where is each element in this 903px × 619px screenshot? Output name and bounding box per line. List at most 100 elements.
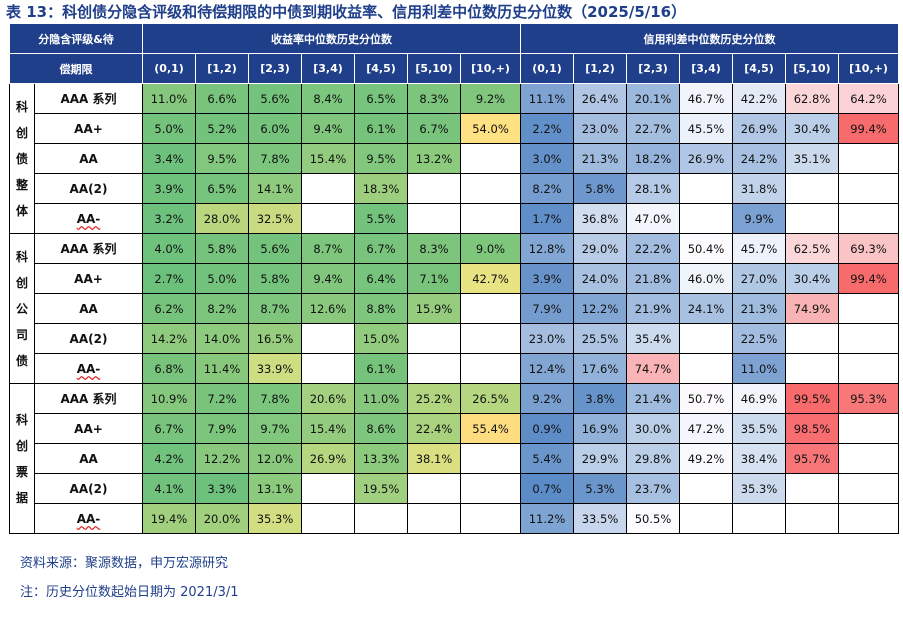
yield-percentile-cell: 8.2% — [195, 293, 249, 324]
spread-percentile-cell: 49.2% — [679, 443, 733, 474]
yield-percentile-cell — [460, 143, 521, 174]
yield-term-header: [1,2) — [195, 53, 249, 84]
spread-percentile-cell: 18.2% — [626, 143, 680, 174]
spread-percentile-cell: 47.0% — [626, 203, 680, 234]
yield-percentile-cell: 33.9% — [248, 353, 302, 384]
spread-percentile-cell: 24.2% — [732, 143, 786, 174]
yield-percentile-cell: 26.5% — [460, 383, 521, 414]
spread-percentile-cell: 21.9% — [626, 293, 680, 324]
yield-percentile-cell: 6.7% — [407, 113, 461, 144]
yield-percentile-cell: 26.9% — [301, 443, 355, 474]
rating-label: AA — [34, 293, 143, 324]
yield-percentile-cell — [460, 293, 521, 324]
spread-percentile-cell: 0.9% — [520, 413, 574, 444]
spread-percentile-cell: 11.1% — [520, 83, 574, 114]
yield-percentile-cell: 28.0% — [195, 203, 249, 234]
spread-percentile-cell: 35.4% — [626, 323, 680, 354]
spread-percentile-cell: 22.7% — [626, 113, 680, 144]
spread-percentile-cell: 36.8% — [573, 203, 627, 234]
rating-label: AA- — [34, 203, 143, 234]
spread-percentile-cell: 30.4% — [785, 113, 839, 144]
yield-percentile-cell: 13.3% — [354, 443, 408, 474]
yield-percentile-cell: 11.4% — [195, 353, 249, 384]
spread-percentile-cell: 21.3% — [732, 293, 786, 324]
yield-percentile-cell: 3.9% — [142, 173, 196, 204]
rating-label: AA(2) — [34, 173, 143, 204]
yield-percentile-cell: 4.1% — [142, 473, 196, 504]
yield-term-header: [5,10) — [407, 53, 461, 84]
yield-percentile-cell — [407, 353, 461, 384]
spread-percentile-cell — [785, 323, 839, 354]
spread-percentile-cell — [785, 503, 839, 534]
spread-percentile-cell: 21.3% — [573, 143, 627, 174]
rating-label: AA(2) — [34, 323, 143, 354]
spread-percentile-cell: 30.0% — [626, 413, 680, 444]
yield-percentile-cell: 13.2% — [407, 143, 461, 174]
table-row: AA+ 5.0% 5.2% 6.0% 9.4% 6.1% 6.7% 54.0% 2.2% 23.0… — [10, 113, 899, 144]
spread-percentile-cell: 3.8% — [573, 383, 627, 414]
yield-percentile-cell — [460, 353, 521, 384]
yield-percentile-cell: 6.0% — [248, 113, 302, 144]
rating-label: AA- — [34, 503, 143, 534]
rating-text: AA(2) — [69, 481, 108, 496]
spread-percentile-cell: 25.5% — [573, 323, 627, 354]
table-row: AA+ 6.7% 7.9% 9.7% 15.4% 8.6% 22.4% 55.4% 0.9% 16… — [10, 413, 899, 444]
spread-percentile-cell: 16.9% — [573, 413, 627, 444]
yield-percentile-cell — [460, 323, 521, 354]
spread-percentile-cell — [785, 353, 839, 384]
table-row: 科创公司债 AAA 系列 4.0% 5.8% 5.6% 8.7% 6.7% 8.3% 9.0% 1… — [9, 233, 899, 384]
spread-percentile-cell — [838, 173, 899, 204]
group-label: 科创票据 — [9, 383, 35, 534]
spread-percentile-cell: 50.4% — [679, 233, 733, 264]
yield-term-header: (0,1) — [142, 53, 196, 84]
spread-group-header: 信用利差中位数历史分位数 — [520, 23, 899, 54]
yield-percentile-cell: 12.2% — [195, 443, 249, 474]
spread-term-header: (0,1) — [520, 53, 574, 84]
table-row: AA 4.2% 12.2% 12.0% 26.9% 13.3% 38.1% 5.4% 29.9%… — [10, 443, 899, 474]
rating-text: AA- — [76, 511, 101, 526]
yield-percentile-cell: 6.7% — [354, 233, 408, 264]
table-row: AA+ 2.7% 5.0% 5.8% 9.4% 6.4% 7.1% 42.7% 3.9% 24.0… — [10, 263, 899, 294]
corner-header-line1: 分隐含评级&待 — [9, 23, 143, 54]
spread-percentile-cell: 74.7% — [626, 353, 680, 384]
page-title: 表 13：科创债分隐含评级和待偿期限的中债到期收益率、信用利差中位数历史分位数（… — [6, 3, 687, 21]
yield-percentile-cell: 6.2% — [142, 293, 196, 324]
group-label: 科创债整体 — [9, 83, 35, 234]
rating-text: AA- — [76, 361, 101, 376]
spread-percentile-cell: 62.5% — [785, 233, 839, 264]
spread-percentile-cell: 46.9% — [732, 383, 786, 414]
yield-percentile-cell: 42.7% — [460, 263, 521, 294]
yield-percentile-cell: 7.8% — [248, 143, 302, 174]
yield-percentile-cell: 54.0% — [460, 113, 521, 144]
yield-term-header: [2,3) — [248, 53, 302, 84]
yield-percentile-cell — [301, 353, 355, 384]
spread-percentile-cell: 29.8% — [626, 443, 680, 474]
yield-percentile-cell: 38.1% — [407, 443, 461, 474]
yield-percentile-cell: 11.0% — [354, 383, 408, 414]
yield-percentile-cell — [460, 173, 521, 204]
yield-percentile-cell — [301, 203, 355, 234]
spread-percentile-cell: 33.5% — [573, 503, 627, 534]
spread-percentile-cell: 7.9% — [520, 293, 574, 324]
yield-percentile-cell: 22.4% — [407, 413, 461, 444]
rating-label: AA+ — [34, 413, 143, 444]
yield-percentile-cell: 5.6% — [248, 83, 302, 114]
spread-percentile-cell: 26.9% — [679, 143, 733, 174]
yield-percentile-cell: 8.6% — [354, 413, 408, 444]
yield-percentile-cell — [354, 503, 408, 534]
spread-percentile-cell: 95.7% — [785, 443, 839, 474]
yield-percentile-cell: 12.6% — [301, 293, 355, 324]
spread-percentile-cell: 42.2% — [732, 83, 786, 114]
spread-percentile-cell — [838, 143, 899, 174]
yield-percentile-cell: 8.8% — [354, 293, 408, 324]
yield-percentile-cell — [460, 203, 521, 234]
spread-percentile-cell: 26.4% — [573, 83, 627, 114]
rating-label: AA — [34, 143, 143, 174]
yield-percentile-cell: 25.2% — [407, 383, 461, 414]
yield-percentile-cell: 18.3% — [354, 173, 408, 204]
yield-percentile-cell: 19.4% — [142, 503, 196, 534]
spread-percentile-cell: 35.1% — [785, 143, 839, 174]
yield-percentile-cell — [407, 473, 461, 504]
table-row: AA(2) 3.9% 6.5% 14.1% 18.3% 8.2% 5.8% 28.1% 31.8… — [10, 173, 899, 204]
table-row: AA 3.4% 9.5% 7.8% 15.4% 9.5% 13.2% 3.0% 21.3% 18.… — [10, 143, 899, 174]
